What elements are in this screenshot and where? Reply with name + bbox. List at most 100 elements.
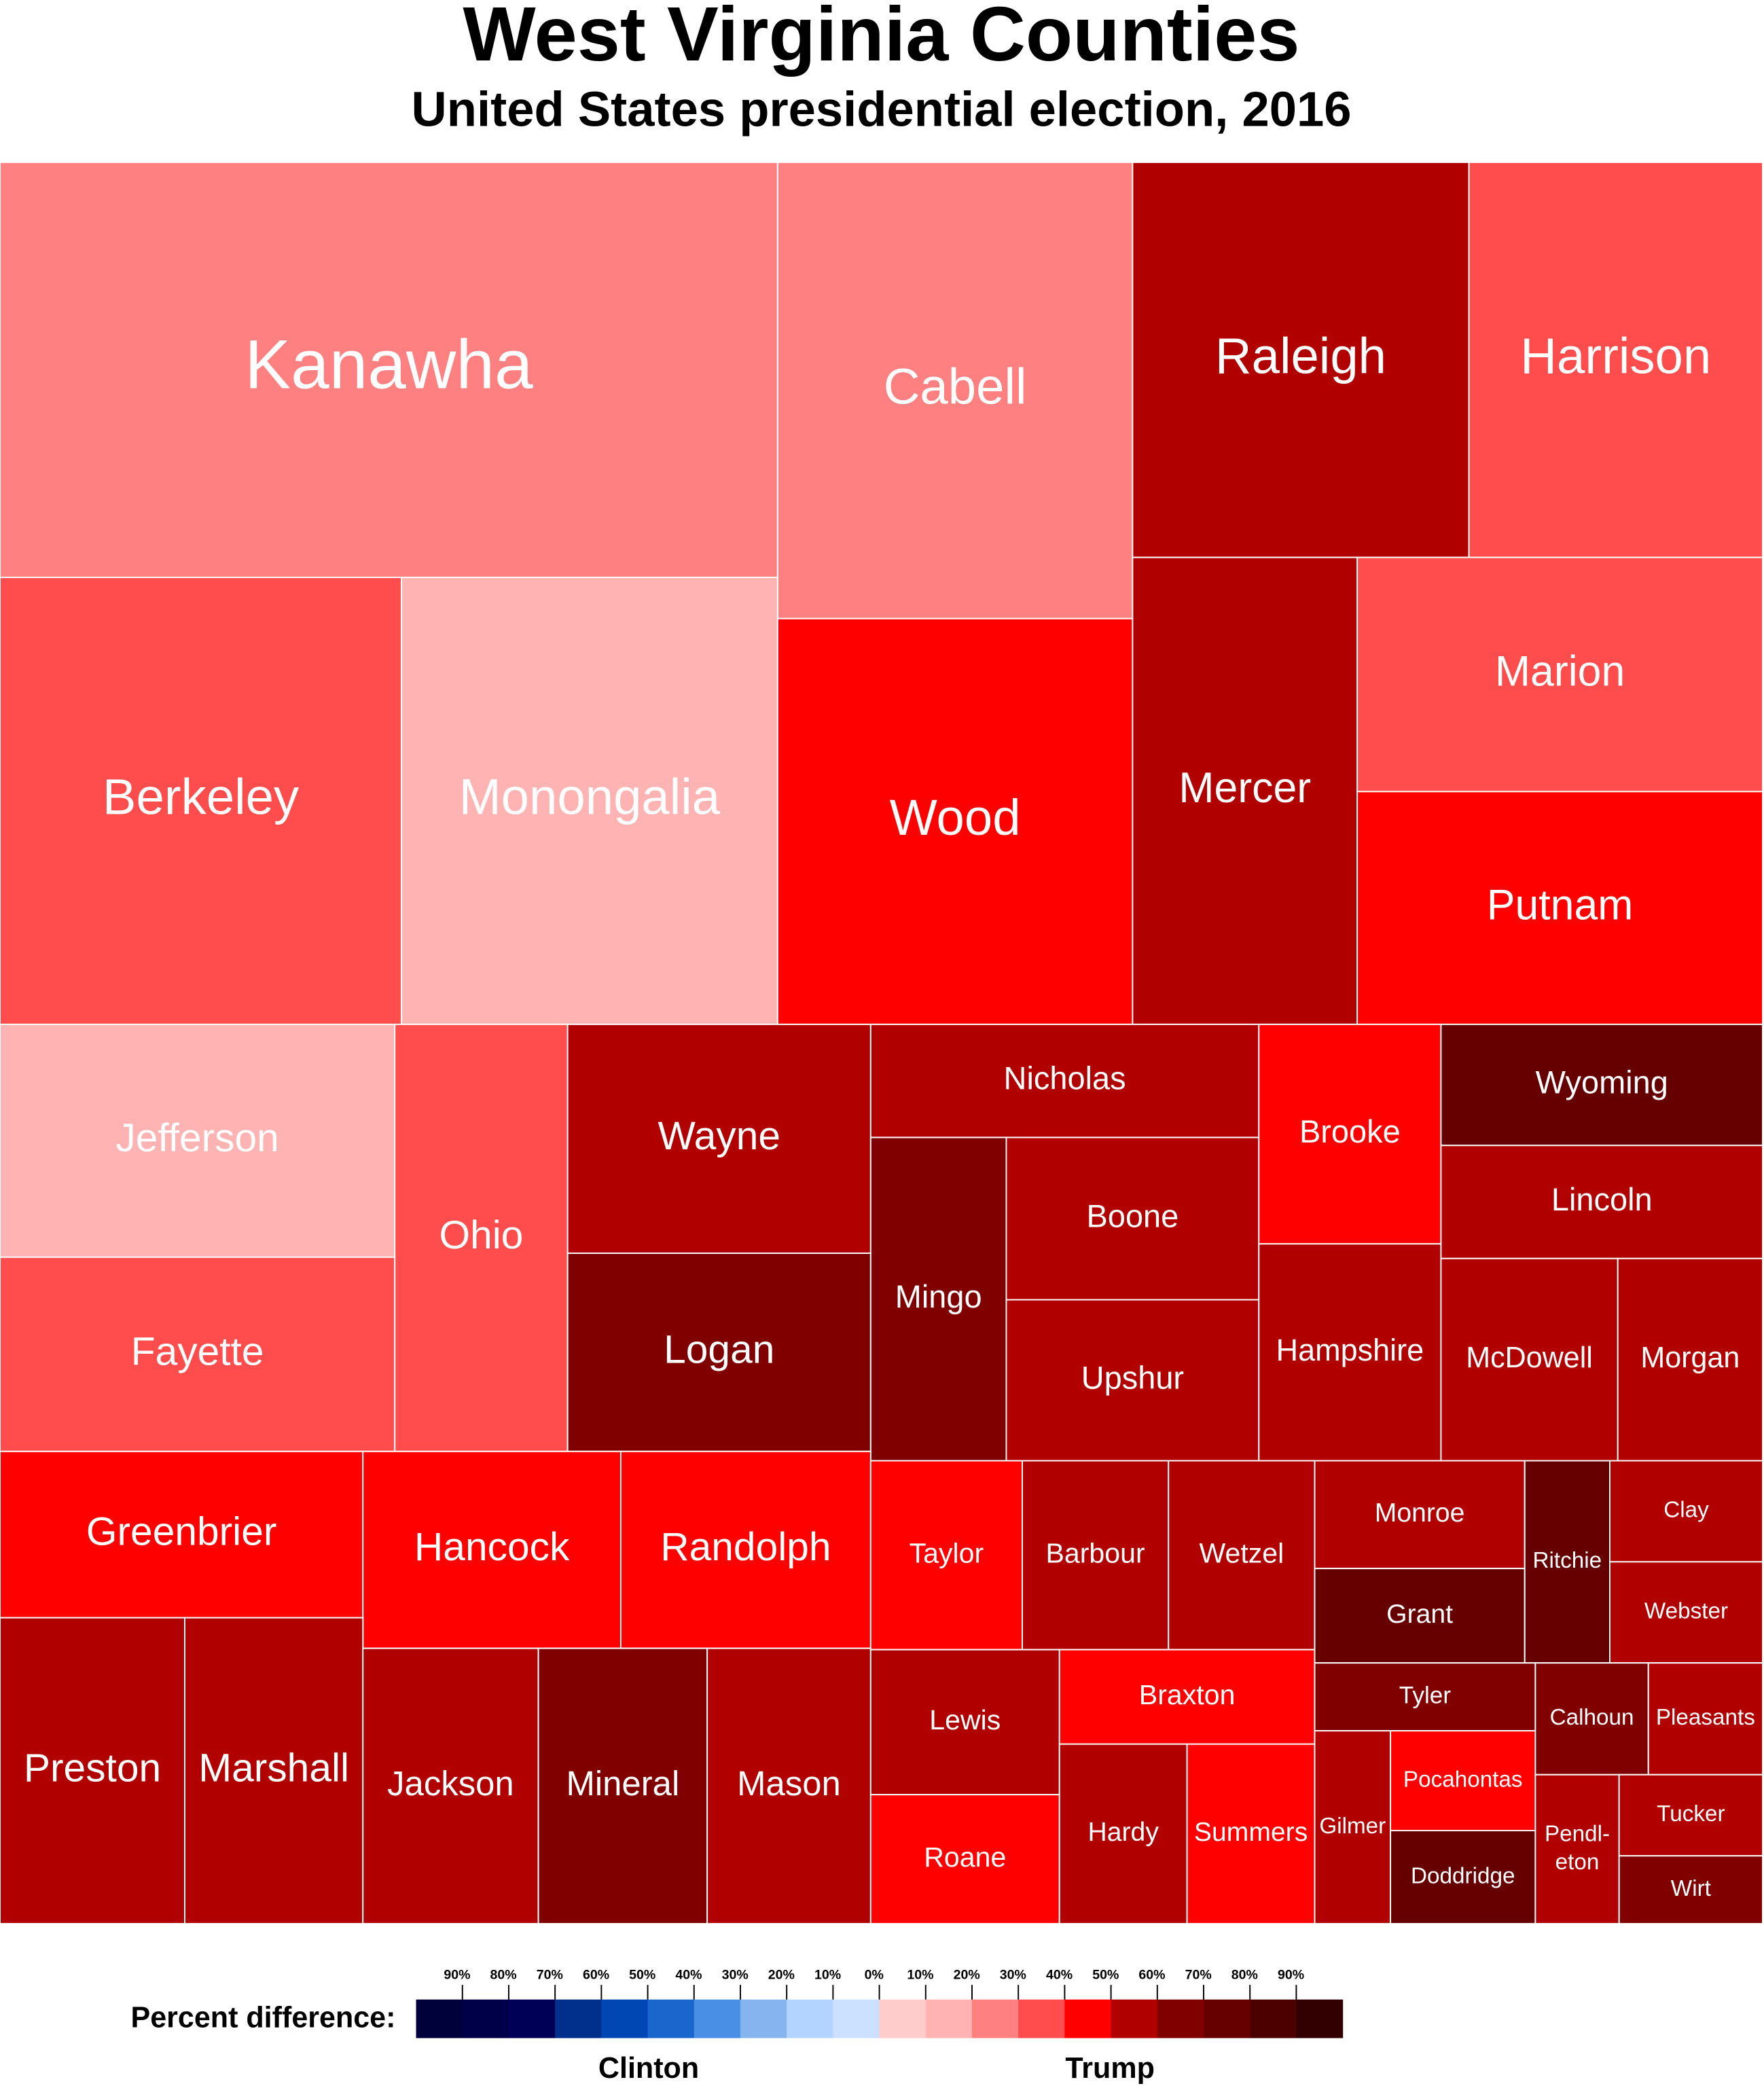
county-tile xyxy=(362,1450,622,1649)
tiles: Kanawha Cabell Raleigh Harrison Berkeley Mono… xyxy=(0,161,1764,1925)
county-label: Hampshire xyxy=(1276,1333,1424,1367)
county-label: Ohio xyxy=(439,1213,523,1257)
county-tile xyxy=(1440,1145,1764,1259)
county-tile xyxy=(1168,1460,1316,1651)
county-tile xyxy=(1390,1730,1536,1831)
county-label: Clay xyxy=(1663,1498,1709,1523)
legend-swatch xyxy=(925,1999,973,2038)
county-tile xyxy=(184,1617,364,1925)
county-label: Berkeley xyxy=(103,769,300,825)
county-tile xyxy=(1609,1561,1764,1664)
legend-tick-label: 30% xyxy=(722,1968,749,1983)
county-label: Pleasants xyxy=(1656,1705,1755,1730)
legend-swatch xyxy=(1204,1999,1250,2038)
county-label: Roane xyxy=(924,1841,1006,1873)
county-tile xyxy=(1258,1243,1442,1462)
county-tile xyxy=(1440,1024,1764,1147)
county-label: Harrison xyxy=(1520,327,1711,384)
county-label: Summers xyxy=(1194,1818,1308,1847)
county-label: Morgan xyxy=(1640,1342,1740,1374)
county-tile xyxy=(1314,1568,1526,1664)
legend-swatch xyxy=(1111,1999,1158,2038)
county-label: Fayette xyxy=(131,1329,264,1373)
legend-swatch xyxy=(879,1999,926,2038)
county-label: Grant xyxy=(1386,1600,1453,1629)
county-label: Braxton xyxy=(1139,1679,1236,1710)
county-tile xyxy=(1005,1299,1260,1462)
county-label: Putnam xyxy=(1487,881,1634,929)
county-label: Wayne xyxy=(658,1114,781,1158)
legend-tick-label: 40% xyxy=(675,1968,702,1983)
legend-swatch xyxy=(555,1999,602,2038)
legend-swatch xyxy=(1064,1999,1112,2038)
county-label: Marion xyxy=(1495,648,1625,696)
legend-tick-label: 80% xyxy=(1231,1968,1258,1983)
county-tile xyxy=(1314,1460,1526,1570)
county-tile xyxy=(1618,1774,1764,1857)
county-label: Mercer xyxy=(1178,764,1311,812)
legend-swatch xyxy=(971,1999,1019,2038)
county-label: Brooke xyxy=(1299,1113,1401,1149)
county-tile xyxy=(1005,1136,1260,1301)
county-tile xyxy=(0,1024,396,1258)
legend-left: Clinton xyxy=(598,2052,699,2085)
legend-swatch xyxy=(462,1999,509,2038)
county-tile xyxy=(1440,1257,1619,1462)
legend-swatch xyxy=(1296,1999,1344,2038)
county-label: Tucker xyxy=(1657,1801,1725,1827)
legend-tick-label: 70% xyxy=(1185,1968,1212,1983)
county-label: Marshall xyxy=(198,1746,349,1790)
county-label: Ritchie xyxy=(1533,1548,1602,1573)
county-tile xyxy=(1390,1829,1536,1925)
county-tile xyxy=(1356,791,1764,1026)
legend-swatch xyxy=(787,1999,833,2038)
title: West Virginia Counties xyxy=(463,0,1300,77)
county-label: Upshur xyxy=(1081,1359,1184,1395)
legend-tick-label: 60% xyxy=(583,1968,609,1983)
county-tile xyxy=(776,161,1134,619)
county-label: Barbour xyxy=(1046,1537,1145,1568)
county-tile xyxy=(1609,1460,1764,1563)
legend-tick-label: 20% xyxy=(768,1968,795,1983)
county-label: Mason xyxy=(737,1764,841,1803)
county-label: Mingo xyxy=(895,1278,982,1314)
county-tile xyxy=(869,1460,1023,1651)
legend: Percent difference: Clinton Trump 90% 80%… xyxy=(131,1968,1344,2085)
legend-swatch xyxy=(647,1999,695,2038)
legend-swatch xyxy=(833,1999,880,2038)
subtitle: United States presidential election, 201… xyxy=(412,82,1352,137)
county-tile xyxy=(0,161,778,578)
county-tile xyxy=(1647,1662,1764,1776)
county-label: Boone xyxy=(1087,1198,1179,1234)
county-label: Webster xyxy=(1644,1599,1728,1624)
legend-swatch xyxy=(1018,1999,1065,2038)
county-tile xyxy=(1618,1855,1764,1925)
county-label: Wyoming xyxy=(1536,1064,1668,1100)
county-label: Raleigh xyxy=(1215,327,1386,384)
legend-tick-label: 50% xyxy=(629,1968,655,1983)
legend-swatch xyxy=(601,1999,649,2038)
legend-tick-label: 90% xyxy=(444,1968,470,1983)
county-label: Jefferson xyxy=(115,1116,278,1160)
county-label: Logan xyxy=(664,1327,774,1371)
county-label: McDowell xyxy=(1466,1342,1593,1374)
county-label: Nicholas xyxy=(1004,1060,1126,1096)
county-tile xyxy=(362,1647,539,1925)
county-tile xyxy=(0,577,403,1026)
county-tile xyxy=(1468,161,1764,558)
legend-tick-label: 40% xyxy=(1046,1968,1073,1983)
legend-tick-label: 80% xyxy=(490,1968,517,1983)
county-tile xyxy=(1021,1460,1170,1651)
legend-title: Percent difference: xyxy=(131,2001,396,2034)
legend-tick-label: 20% xyxy=(954,1968,980,1983)
county-tile xyxy=(0,1617,186,1925)
county-label: Mineral xyxy=(566,1764,679,1803)
county-label: Monroe xyxy=(1375,1498,1465,1528)
legend-swatch xyxy=(416,1999,463,2038)
legend-tick-label: 10% xyxy=(907,1968,933,1983)
county-label: Greenbrier xyxy=(86,1510,277,1554)
county-tile xyxy=(1186,1743,1316,1925)
legend-tick-label: 0% xyxy=(865,1968,884,1983)
county-tile xyxy=(0,1450,364,1619)
